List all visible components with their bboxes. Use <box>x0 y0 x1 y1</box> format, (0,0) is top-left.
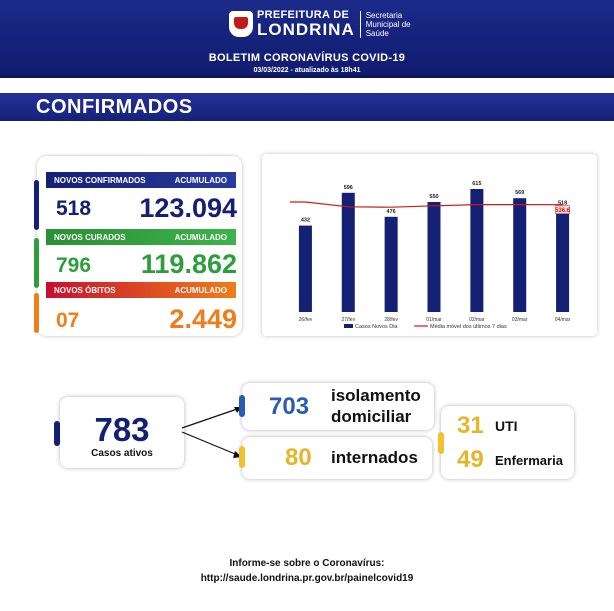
x-tick-label: 26/fev <box>299 317 313 323</box>
novos-obitos-header: NOVOS ÓBITOS ACUMULADO <box>46 282 236 298</box>
cases-chart: 432 596 476 550 615 569 518 26/fev 27/fev 28/fev… <box>290 181 571 330</box>
casos-ativos-box: 783 Casos ativos <box>54 397 184 468</box>
bar-data-label: 615 <box>472 181 481 187</box>
bar-data-label: 596 <box>344 185 353 191</box>
bar-data-label: 476 <box>387 209 396 215</box>
chart-bar <box>341 192 355 312</box>
x-tick-label: 01/mar <box>426 317 442 323</box>
confirmados-acumulado-value: 123.094 <box>139 193 237 223</box>
chart-panel: 432 596 476 550 615 569 518 26/fev 27/fev 28/fev… <box>262 154 597 336</box>
bar-data-label: 518 <box>558 200 567 206</box>
chart-bar <box>298 225 312 312</box>
casos-ativos-value: 783 <box>94 411 150 448</box>
enfermaria-label: Enfermaria <box>495 453 563 468</box>
novos-confirmados-header: NOVOS CONFIRMADOS ACUMULADO <box>46 172 236 188</box>
moving-average-line <box>290 201 563 208</box>
footer-link[interactable]: http://saude.londrina.pr.gov.br/painelco… <box>200 573 414 584</box>
isolamento-pill <box>239 395 245 417</box>
obitos-acumulado-value: 2.449 <box>169 304 237 334</box>
average-highlight-box <box>555 205 570 214</box>
uti-value: 31 <box>457 412 484 439</box>
bar-data-label: 432 <box>301 218 310 224</box>
uti-enfermaria-box: 31 UTI 49 Enfermaria <box>438 406 574 479</box>
casos-ativos-pill <box>54 421 60 446</box>
internados-value: 80 <box>285 444 312 471</box>
confirmados-accent-bar <box>34 180 39 230</box>
novos-curados-value: 796 <box>56 254 92 277</box>
bulletin-date: 03/03/2022 - atualizado às 18h41 <box>253 67 361 74</box>
logo-city-text: LONDRINA <box>257 20 355 39</box>
uti-label: UTI <box>495 418 518 434</box>
x-tick-label: 28/fev <box>384 317 398 323</box>
section-title: CONFIRMADOS <box>36 96 193 118</box>
prefeitura-logo: PREFEITURA DE LONDRINA Secretaria Munici… <box>229 10 411 38</box>
internados-box: 80 internados <box>239 437 432 479</box>
chart-bar <box>470 189 484 312</box>
x-tick-label: 04/mar <box>555 317 571 323</box>
footer-info-text: Informe-se sobre o Coronavírus: <box>229 558 385 569</box>
uti-pill <box>438 432 444 454</box>
legend-line-label: Média móvel dos últimos 7 dias <box>430 324 507 330</box>
city-crest-icon <box>229 11 253 37</box>
logo-prefeitura-text: PREFEITURA DE <box>257 9 350 21</box>
bar-data-label: 550 <box>429 194 438 200</box>
curados-accent-bar <box>34 238 39 288</box>
novos-curados-header: NOVOS CURADOS ACUMULADO <box>46 229 236 245</box>
casos-ativos-label: Casos ativos <box>91 448 153 459</box>
chart-bar <box>556 208 570 312</box>
isolamento-box: 703 isolamento domiciliar <box>239 383 434 430</box>
isolamento-label: isolamento domiciliar <box>331 386 421 426</box>
novos-confirmados-value: 518 <box>56 197 92 220</box>
legend-bar-label: Casos Novos Dia <box>355 324 398 330</box>
legend-bar-swatch <box>344 324 353 328</box>
chart-bar <box>427 202 441 312</box>
curados-acumulado-value: 119.862 <box>140 249 237 279</box>
x-tick-label: 27/fev <box>341 317 355 323</box>
header-banner: PREFEITURA DE LONDRINA Secretaria Munici… <box>0 0 614 78</box>
internados-label: internados <box>331 448 418 467</box>
bar-data-label: 569 <box>515 190 524 196</box>
novos-obitos-value: 07 <box>56 309 80 332</box>
chart-bar <box>384 216 398 312</box>
x-tick-label: 02/mar <box>469 317 485 323</box>
summary-panel: NOVOS CONFIRMADOS ACUMULADO 518 123.094 … <box>34 156 242 336</box>
section-bar: CONFIRMADOS <box>0 93 614 121</box>
obitos-accent-bar <box>34 293 39 333</box>
x-tick-label: 03/mar <box>512 317 528 323</box>
chart-bar <box>513 198 527 312</box>
internados-pill <box>239 446 245 468</box>
enfermaria-value: 49 <box>457 446 484 473</box>
isolamento-value: 703 <box>269 393 310 420</box>
bulletin-title: BOLETIM CORONAVÍRUS COVID-19 <box>208 52 406 64</box>
secretaria-text: Secretaria Municipal de Saúde <box>359 10 411 38</box>
average-highlight-label: 536.6 <box>555 208 571 214</box>
